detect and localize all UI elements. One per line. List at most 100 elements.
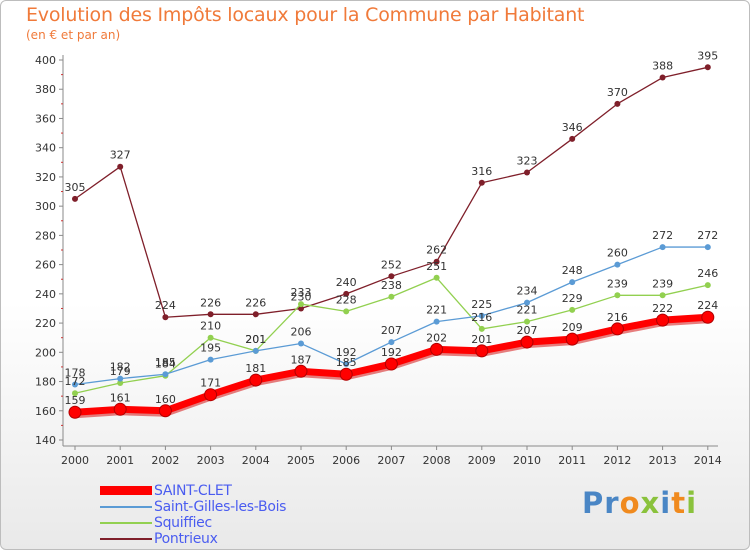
y-tick-label: 260	[35, 259, 56, 272]
y-tick-label: 160	[35, 405, 56, 418]
proxiti-logo: Proxiti	[582, 486, 697, 520]
data-point	[659, 292, 666, 299]
logo-letter: r	[604, 486, 620, 520]
data-label: 323	[517, 155, 538, 168]
data-label: 201	[471, 333, 492, 346]
data-point	[656, 313, 670, 327]
data-point	[433, 318, 440, 325]
x-tick-label: 2011	[558, 454, 586, 467]
data-labels-layer: 305 327 224 226 226 230 240 252 262 316 323 346 370 3…	[65, 49, 719, 407]
legend-label: SAINT-CLET	[154, 483, 232, 499]
data-point	[294, 364, 308, 378]
data-point	[610, 322, 624, 336]
data-label: 252	[381, 258, 402, 271]
x-tick-label: 2010	[513, 454, 541, 467]
data-label: 272	[652, 229, 673, 242]
y-tick-label: 300	[35, 200, 56, 213]
x-tick-label: 2004	[242, 454, 270, 467]
x-tick-label: 2009	[468, 454, 496, 467]
legend: SAINT-CLET Saint-Gilles-les-Bois Squiffi…	[100, 483, 360, 547]
data-label: 192	[336, 346, 357, 359]
data-label: 260	[607, 247, 628, 260]
data-point	[569, 135, 576, 142]
legend-swatch-pontrieux	[100, 538, 152, 540]
data-label: 222	[652, 302, 673, 315]
data-label: 226	[200, 296, 221, 309]
logo-letter: x	[640, 486, 661, 520]
data-label: 395	[697, 49, 718, 62]
data-point	[388, 293, 395, 300]
data-point	[704, 244, 711, 251]
data-point	[343, 361, 350, 367]
data-label: 233	[291, 286, 312, 299]
y-tick-label: 320	[35, 171, 56, 184]
x-tick-label: 2007	[377, 454, 405, 467]
data-label: 160	[155, 393, 176, 406]
legend-label: Saint-Gilles-les-Bois	[154, 499, 287, 515]
data-point	[524, 299, 530, 306]
axes: 140 160 180 200 220 240 260 280 300 320 340 360 380 4…	[35, 54, 722, 467]
data-point	[204, 388, 218, 402]
data-point	[478, 179, 485, 186]
data-label: 201	[245, 333, 266, 346]
data-point	[117, 375, 124, 382]
data-label: 210	[200, 320, 221, 333]
data-point	[524, 318, 530, 325]
data-point	[659, 74, 666, 81]
logo-letter: i	[660, 486, 672, 520]
data-point	[298, 305, 304, 312]
data-point	[339, 367, 353, 381]
legend-item-pontrieux: Pontrieux	[100, 531, 360, 547]
y-tick-label: 220	[35, 317, 56, 330]
data-label: 159	[65, 394, 86, 407]
data-label: 202	[426, 331, 447, 344]
x-tick-label: 2001	[106, 454, 134, 467]
logo-letter: o	[619, 486, 641, 520]
data-label: 207	[381, 324, 402, 337]
y-tick-label: 240	[35, 288, 56, 301]
data-point	[659, 244, 666, 251]
data-label: 239	[652, 277, 673, 290]
data-label: 185	[155, 356, 176, 369]
data-point	[569, 306, 576, 313]
data-point	[343, 290, 350, 297]
data-point	[72, 390, 78, 397]
data-label: 171	[200, 377, 221, 390]
data-label: 179	[110, 365, 131, 378]
data-point	[701, 310, 715, 324]
data-point	[72, 381, 78, 388]
logo-letter: i	[686, 486, 698, 520]
chart-title: Evolution des Impôts locaux pour la Comm…	[26, 4, 585, 26]
x-tick-label: 2002	[151, 454, 179, 467]
y-tick-label: 380	[35, 83, 56, 96]
y-tick-label: 280	[35, 229, 56, 242]
data-point	[207, 356, 214, 363]
data-point	[113, 402, 127, 416]
series-layer	[68, 64, 715, 419]
logo-letter: t	[671, 486, 687, 520]
data-label: 239	[607, 277, 628, 290]
data-label: 229	[562, 292, 583, 305]
data-label: 225	[471, 298, 492, 311]
data-point	[72, 195, 78, 202]
data-label: 221	[517, 304, 538, 317]
data-label: 370	[607, 86, 628, 99]
data-label: 184	[155, 358, 176, 371]
x-tick-label: 2008	[423, 454, 451, 467]
logo-letter: P	[582, 486, 605, 520]
y-tick-label: 140	[35, 434, 56, 447]
data-point	[249, 373, 263, 387]
legend-item-saint-clet: SAINT-CLET	[100, 483, 360, 499]
data-label: 246	[697, 267, 718, 280]
data-label: 346	[562, 121, 583, 134]
data-label: 185	[336, 356, 357, 369]
data-point	[565, 332, 579, 346]
data-point	[433, 274, 440, 281]
data-label: 248	[562, 264, 583, 277]
data-label: 228	[336, 293, 357, 306]
data-label: 182	[110, 361, 131, 374]
data-point	[162, 371, 169, 378]
x-tick-label: 2005	[287, 454, 315, 467]
